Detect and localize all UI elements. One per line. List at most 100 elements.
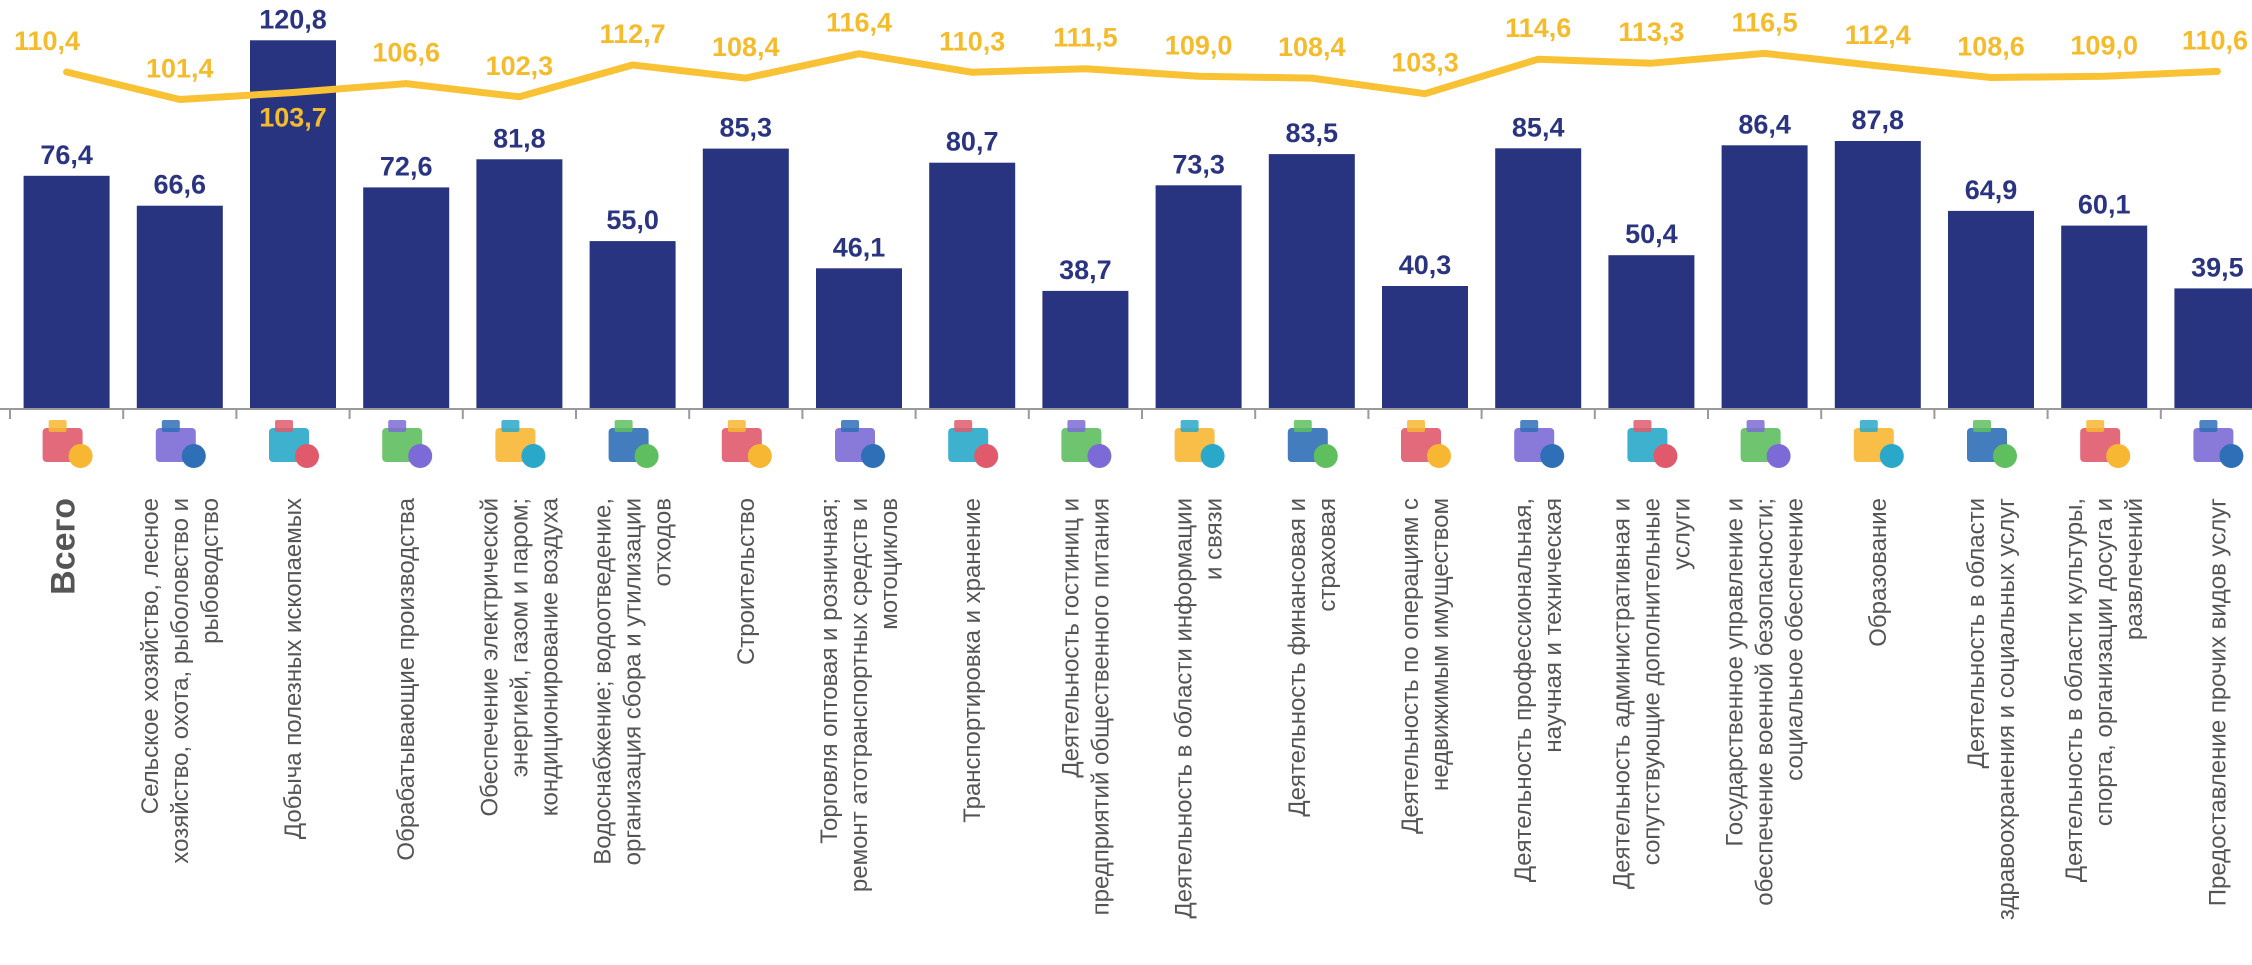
bar-value-label-8: 80,7 <box>946 127 999 157</box>
culture-media-icon <box>2080 420 2131 468</box>
category-label-6-line-0: Строительство <box>733 498 760 665</box>
category-label-11-line-1: страховая <box>1314 498 1341 612</box>
category-label-1-line-1: хозяйство, охота, рыболовство и <box>167 498 194 864</box>
bar-value-label-4: 81,8 <box>493 123 546 153</box>
category-label-5-line-2: отходов <box>650 498 677 586</box>
bar-value-label-7: 46,1 <box>833 232 886 262</box>
category-label-18-line-0: Деятельность в области культуры, <box>2061 498 2088 882</box>
category-label-17-line-0: Деятельность в области <box>1963 498 1990 768</box>
bar-17 <box>1948 210 2034 409</box>
bar-11 <box>1268 154 1355 409</box>
service-person-icon <box>2193 420 2244 468</box>
graduation-cap-icon <box>1853 420 1904 468</box>
bar-series <box>23 40 2252 410</box>
category-label-19-line-0: Предоставление прочих видов услуг <box>2204 498 2231 906</box>
bar-4 <box>476 159 563 409</box>
bar-16 <box>1834 141 1921 409</box>
bar-value-label-17: 64,9 <box>1965 175 2018 205</box>
car-wrench-icon <box>835 420 885 468</box>
category-label-15-line-0: Государственное управление и <box>1722 498 1749 847</box>
bar-15 <box>1721 145 1808 410</box>
category-label-4-line-1: энергией, газом и паром; <box>506 498 533 777</box>
category-label-5-line-0: Водоснабжение; водоотведение, <box>590 498 617 865</box>
document-coins-icon <box>1287 420 1338 468</box>
category-label-7-line-1: ремонт атотранспортных средств и <box>846 498 873 892</box>
bar-value-label-18: 60,1 <box>2078 190 2131 220</box>
bar-5 <box>589 241 676 409</box>
category-label-14-line-2: услуги <box>1668 498 1695 570</box>
line-value-label-2: 103,7 <box>259 103 327 133</box>
bar-value-label-0: 76,4 <box>40 140 93 170</box>
bar-0 <box>23 175 110 409</box>
category-label-10-line-0: Деятельность в области информации <box>1171 498 1198 919</box>
bar-value-labels: 76,4 66,6 120,8 72,6 81,8 55,0 85,3 46,1 80,7 38,… <box>40 4 2243 285</box>
bar-1 <box>136 205 223 409</box>
category-label-0-line-0: Всего <box>45 498 83 595</box>
bar-value-label-10: 73,3 <box>1172 149 1225 179</box>
line-value-label-0: 110,4 <box>14 26 80 56</box>
line-value-label-18: 109,0 <box>2070 30 2138 60</box>
line-value-label-15: 116,5 <box>1732 7 1798 37</box>
bar-value-label-9: 38,7 <box>1059 255 1112 285</box>
category-label-17-line-1: здравоохранения и социальных услуг <box>1993 498 2020 920</box>
category-label-7-line-2: мотоциклов <box>876 498 903 630</box>
category-label-18-line-2: развлечений <box>2121 498 2148 640</box>
category-label-15-line-2: социальное обеспечение <box>1782 498 1809 781</box>
line-value-label-13: 114,6 <box>1505 13 1571 43</box>
line-value-label-11: 108,4 <box>1278 32 1346 62</box>
category-label-13-line-0: Деятельность профессиональная, <box>1510 498 1537 882</box>
category-label-5-line-1: организация сбора и утилизации <box>620 498 647 865</box>
bar-2 <box>250 40 336 410</box>
bar-value-label-1: 66,6 <box>154 170 207 200</box>
bar-value-label-15: 86,4 <box>1738 109 1791 139</box>
category-label-12-line-0: Деятельность по операциям с <box>1397 498 1424 834</box>
shovel-gem-icon <box>269 420 319 468</box>
bar-value-label-19: 39,5 <box>2191 252 2244 282</box>
category-label-12-line-1: недвижимым имуществом <box>1427 498 1454 791</box>
category-labels: Всего Сельское хозяйство, лесное хозяйство… <box>45 497 2232 920</box>
category-label-18-line-1: спорта, организации досуга и <box>2091 498 2118 826</box>
category-label-15-line-1: обеспечение военной безопасности; <box>1752 498 1779 906</box>
bar-7 <box>816 268 902 409</box>
phone-mail-icon <box>1174 420 1225 468</box>
category-label-7-line-0: Торговля оптовая и розничная; <box>816 498 843 844</box>
bar-value-label-16: 87,8 <box>1852 105 1905 135</box>
category-icons <box>42 420 2244 468</box>
category-label-3-line-0: Обрабатывающие производства <box>393 497 420 860</box>
line-value-label-7: 116,4 <box>826 8 892 38</box>
bus-box-icon <box>948 420 999 468</box>
category-label-10-line-1: и связи <box>1201 498 1228 580</box>
category-label-11-line-0: Деятельность финансовая и <box>1284 498 1311 817</box>
line-value-label-4: 102,3 <box>486 51 554 81</box>
gas-bulb-icon <box>495 420 546 468</box>
bar-6 <box>702 148 789 409</box>
stethoscope-icon <box>1967 420 2017 468</box>
category-label-1-line-2: рыбоводство <box>197 498 224 644</box>
line-value-labels: 110,4 101,4 103,7 106,6 102,3 112,7 108,4 116,4… <box>14 7 2248 132</box>
category-label-4-line-0: Обеспечение электрической <box>476 498 503 817</box>
bar-18 <box>2061 225 2148 409</box>
bar-value-label-5: 55,0 <box>606 205 659 235</box>
line-value-label-6: 108,4 <box>712 32 780 62</box>
line-value-label-8: 110,3 <box>939 26 1005 56</box>
office-building-icon <box>1627 420 1678 468</box>
line-value-label-1: 101,4 <box>146 54 214 84</box>
line-value-label-9: 111,5 <box>1053 23 1118 53</box>
category-label-9-line-1: предприятий общественного питания <box>1087 498 1114 915</box>
bar-value-label-6: 85,3 <box>720 113 773 143</box>
category-label-9-line-0: Деятельность гостиниц и <box>1057 498 1084 778</box>
bar-9 <box>1042 290 1129 409</box>
line-value-label-19: 110,6 <box>2182 25 2248 55</box>
line-value-label-14: 113,3 <box>1618 17 1684 47</box>
category-label-2-line-0: Добыча полезных ископаемых <box>280 498 307 839</box>
bar-3 <box>363 187 450 409</box>
category-label-13-line-1: научная и техническая <box>1540 498 1567 753</box>
line-value-label-3: 106,6 <box>372 38 440 68</box>
bar-value-label-2: 120,8 <box>259 4 327 34</box>
category-label-14-line-0: Деятельность административная и <box>1608 498 1635 889</box>
house-coins-icon <box>1401 420 1451 468</box>
line-series <box>63 49 2221 103</box>
official-person-icon <box>1740 420 1791 468</box>
farm-tools-icon <box>155 420 206 468</box>
